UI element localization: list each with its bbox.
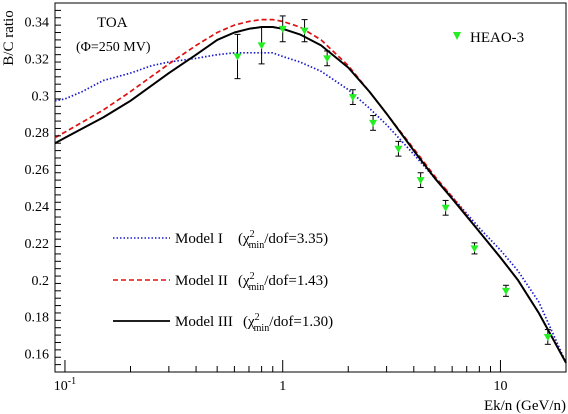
heao3-marker: [300, 27, 309, 35]
heao3-marker: [470, 245, 479, 253]
x-tick-label: 10: [493, 379, 507, 394]
legend-model-3-chi-sub: min: [254, 323, 270, 334]
y-tick-label: 0.28: [25, 126, 50, 141]
heao3-marker: [441, 204, 450, 212]
legend-heao3: HEAO-3: [453, 30, 524, 46]
y-tick-label: 0.3: [32, 89, 50, 104]
legend-model-3-chi-suffix: /dof=1.30): [269, 314, 333, 330]
x-tick-label-base: 10: [493, 379, 507, 394]
heao3-marker: [543, 333, 552, 341]
legend-heao3-marker: [453, 32, 461, 40]
legend-model-3-chi: (χ2 min/dof=1.30): [243, 312, 333, 334]
y-tick-label: 0.2: [32, 274, 50, 289]
heao3-point: [416, 172, 425, 188]
heao3-marker: [278, 25, 287, 33]
legend-model-3-name: Model III: [175, 314, 233, 330]
legend-model-1-chi: (χ2 min/dof=3.35): [238, 229, 328, 251]
legend-model-2-chi-sub: min: [249, 282, 265, 293]
x-axis-label: Ek/n (GeV/n): [484, 398, 566, 414]
model-curves-layer: [54, 18, 567, 364]
legend-model-1-chi-suffix: /dof=3.35): [264, 231, 328, 247]
legend-model-3-chi-prefix: (χ: [243, 314, 255, 330]
heao3-point: [394, 140, 403, 157]
heao3-point: [543, 329, 552, 345]
annotation-toa: TOA: [97, 15, 128, 31]
heao3-point: [369, 115, 378, 131]
legend-model-2-name: Model II: [175, 273, 228, 289]
legend-model-2-chi-prefix: (χ: [238, 273, 250, 289]
y-tick-label: 0.22: [25, 237, 50, 252]
heao3-marker: [394, 145, 403, 153]
y-tick-label: 0.34: [25, 15, 50, 30]
x-tick-label-base: 10: [54, 379, 68, 394]
legend-models: Model I (χ2 min/dof=3.35) Model II (χ2 min…: [113, 229, 333, 334]
legend-model-1-chi-sub: min: [249, 240, 265, 251]
y-tick-label: 0.24: [25, 200, 50, 215]
heao3-point: [348, 89, 357, 105]
legend-model-1-chi-prefix: (χ: [238, 231, 250, 247]
heao3-point: [441, 199, 450, 216]
model-1-curve: [54, 51, 567, 364]
model-3-curve: [54, 26, 567, 364]
heao3-marker: [323, 55, 332, 63]
x-tick-label: 10-1: [54, 376, 76, 394]
heao3-data-layer: [233, 15, 552, 345]
x-tick-label-exponent: -1: [68, 376, 76, 387]
y-tick-label: 0.32: [25, 52, 50, 67]
y-tick-label: 0.18: [25, 311, 50, 326]
legend-model-2-chi-sup: 2: [250, 271, 255, 282]
x-tick-label-base: 1: [279, 379, 286, 394]
heao3-point: [300, 19, 309, 43]
legend-model-1-chi-sup: 2: [250, 229, 255, 240]
legend-model-2-chi: (χ2 min/dof=1.43): [238, 271, 328, 293]
legend-model-2-chi-suffix: /dof=1.43): [264, 273, 328, 289]
heao3-marker: [348, 94, 357, 102]
heao3-point: [233, 33, 242, 80]
heao3-marker: [416, 177, 425, 185]
heao3-point: [501, 284, 510, 297]
heao3-point: [323, 50, 332, 67]
annotation-phi: (Φ=250 MV): [76, 40, 151, 55]
y-tick-label: 0.26: [25, 163, 50, 178]
model-2-curve: [54, 18, 567, 364]
y-tick-label: 0.16: [25, 348, 50, 363]
legend-model-1: Model I (χ2 min/dof=3.35): [113, 229, 328, 251]
heao3-marker: [233, 53, 242, 61]
legend-model-3: Model III (χ2 min/dof=1.30): [113, 312, 333, 334]
heao3-marker: [257, 42, 266, 50]
heao3-point: [278, 15, 287, 43]
x-tick-label: 1: [279, 379, 286, 394]
heao3-marker: [369, 119, 378, 127]
legend-model-3-chi-sup: 2: [255, 312, 260, 323]
y-axis-label: B/C ratio: [1, 10, 17, 65]
heao3-marker: [501, 287, 510, 295]
heao3-point: [470, 242, 479, 255]
axis-layer: 0.16 0.18 0.2 0.22 0.24 0.26 0.28 0.3 0.32 0.34 10…: [25, 2, 567, 394]
heao3-point: [257, 26, 266, 65]
legend-model-2: Model II (χ2 min/dof=1.43): [113, 271, 328, 293]
legend-heao3-label: HEAO-3: [470, 30, 524, 46]
legend-model-1-name: Model I: [175, 231, 223, 247]
